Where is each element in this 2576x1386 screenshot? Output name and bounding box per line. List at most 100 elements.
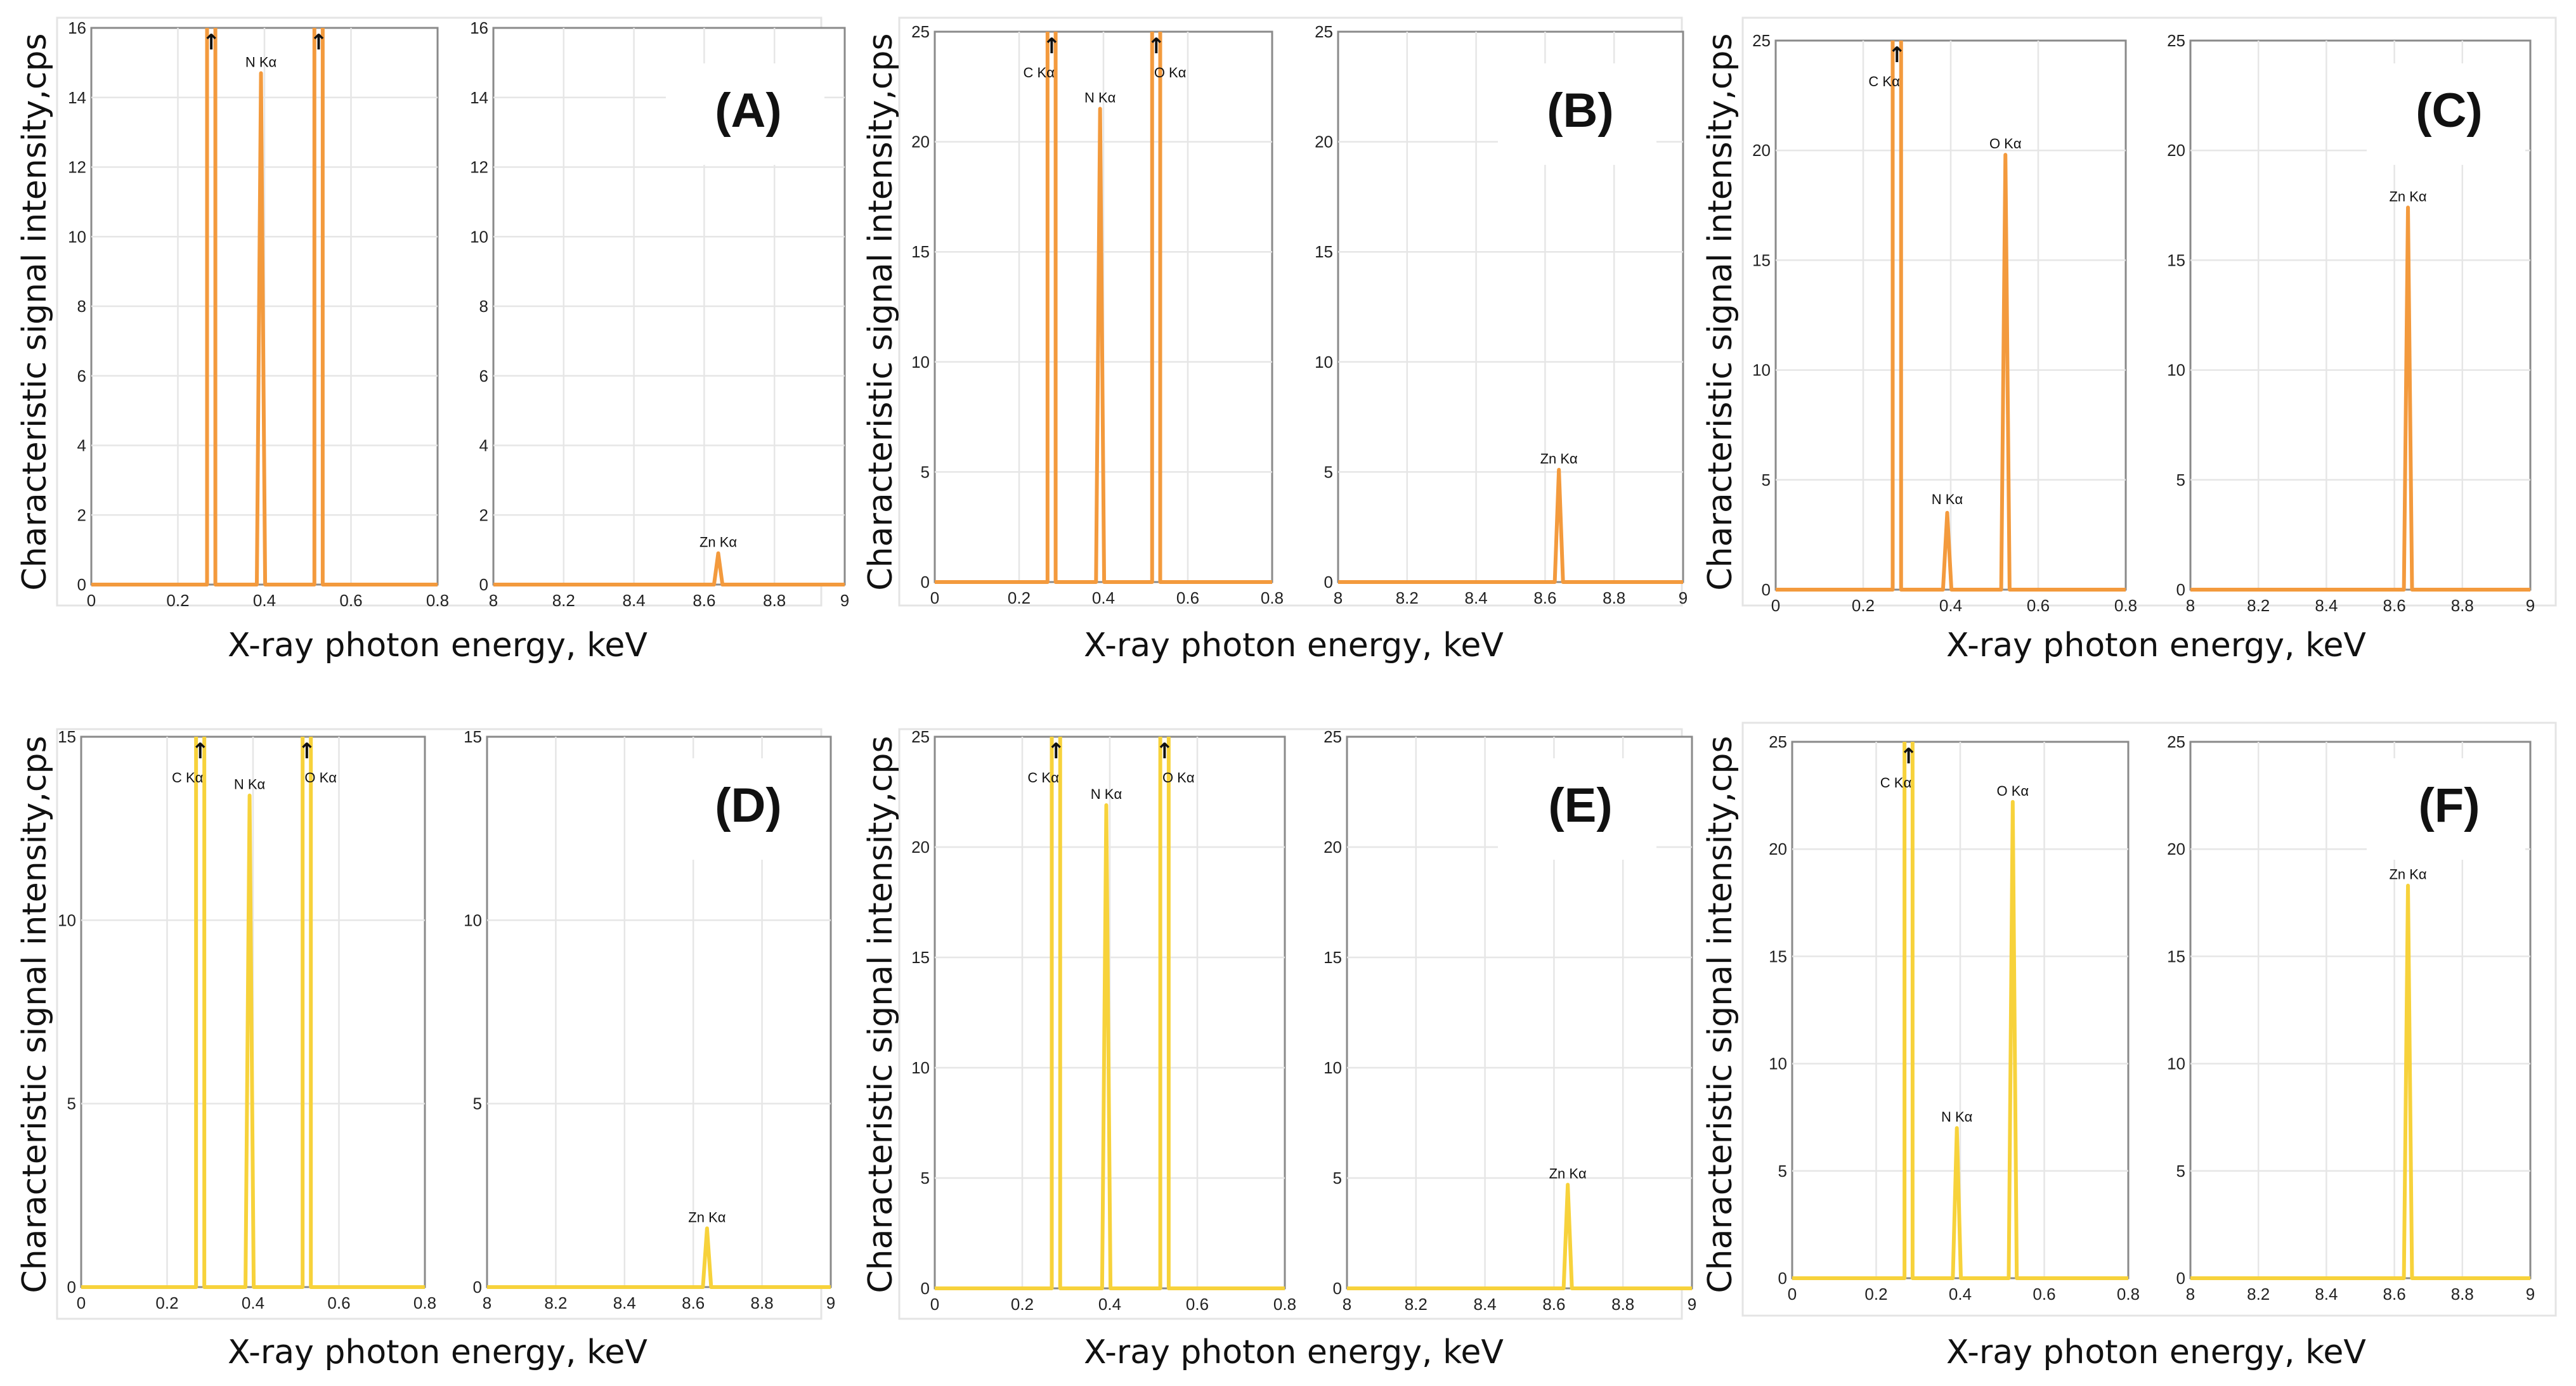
y-tick-label: 5 [473, 1094, 482, 1113]
y-tick-label: 10 [470, 227, 488, 246]
x-tick-label: 8.6 [1542, 1295, 1565, 1314]
y-tick-label: 5 [921, 1169, 930, 1188]
y-tick-label: 25 [2167, 732, 2185, 751]
x-tick-label: 8.6 [1533, 588, 1556, 607]
x-tick-label: 8.8 [1603, 588, 1625, 607]
spectrum-line [1792, 742, 2128, 1280]
peak-label: C Kα [1027, 770, 1059, 786]
panel-letter: (A) [715, 84, 782, 138]
x-tick-label: 8.8 [2451, 1285, 2474, 1304]
peak-label: O Kα [1162, 770, 1195, 786]
x-tick-label: 0.8 [2117, 1285, 2140, 1304]
y-tick-label: 10 [911, 353, 930, 372]
x-tick-label: 0.6 [327, 1293, 350, 1312]
y-tick-label: 0 [1333, 1279, 1342, 1298]
x-tick-label: 9 [1679, 588, 1688, 607]
peak-label: N Kα [245, 54, 277, 70]
y-tick-label: 15 [2167, 250, 2185, 269]
x-tick-label: 0 [1788, 1285, 1797, 1304]
off-scale-arrow-icon: ↑ [1155, 739, 1174, 764]
peak-label: Zn Kα [688, 1209, 725, 1225]
peak-label: C Kα [1880, 775, 1912, 791]
x-tick-label: 8.4 [2315, 596, 2338, 615]
x-tick-label: 0.8 [426, 591, 449, 610]
y-tick-label: 2 [77, 505, 86, 524]
x-tick-label: 8.2 [544, 1293, 567, 1312]
letter-backdrop [666, 758, 824, 860]
x-tick-label: 8.8 [763, 591, 786, 610]
x-tick-label: 0 [1771, 596, 1780, 615]
x-axis-label: X-ray photon energy, keV [1946, 626, 2366, 664]
letter-backdrop [666, 63, 824, 165]
y-axis-label: Characteristic signal intensity,cps [1701, 33, 1740, 590]
y-tick-label: 5 [921, 462, 930, 481]
y-tick-label: 5 [1333, 1169, 1342, 1188]
y-tick-label: 0 [921, 1279, 930, 1298]
y-axis-label: Characteristic signal intensity,cps [862, 33, 900, 590]
y-tick-label: 25 [911, 727, 930, 746]
x-tick-label: 0.4 [242, 1293, 264, 1312]
off-scale-arrow-icon: ↑ [309, 30, 328, 55]
x-tick-label: 0.4 [1949, 1285, 1972, 1304]
x-tick-label: 8.4 [2315, 1285, 2338, 1304]
x-tick-label: 0.4 [1098, 1295, 1121, 1314]
x-axis-label: X-ray photon energy, keV [1084, 1333, 1504, 1371]
x-tick-label: 8.6 [2383, 596, 2406, 615]
y-tick-label: 0 [77, 575, 86, 594]
peak-label: C Kα [1868, 74, 1900, 89]
off-scale-arrow-icon: ↑ [297, 739, 316, 764]
y-tick-label: 0 [1778, 1269, 1787, 1288]
x-tick-label: 0.2 [166, 591, 189, 610]
peak-label: N Kα [1941, 1109, 1973, 1125]
y-tick-label: 25 [1769, 732, 1787, 751]
y-tick-label: 8 [479, 297, 488, 316]
y-tick-label: 0 [473, 1278, 482, 1297]
off-scale-arrow-icon: ↑ [1899, 744, 1918, 769]
peak-label: O Kα [304, 770, 337, 786]
y-tick-label: 5 [1324, 462, 1333, 481]
x-tick-label: 8.2 [552, 591, 575, 610]
y-tick-label: 10 [1769, 1054, 1787, 1073]
panel-letter: (B) [1547, 84, 1614, 138]
y-tick-label: 10 [1315, 353, 1333, 372]
x-tick-label: 0 [87, 591, 96, 610]
letter-backdrop [1498, 758, 1656, 860]
y-axis-label: Characteristic signal intensity,cps [16, 735, 54, 1293]
off-scale-arrow-icon: ↑ [202, 30, 221, 55]
y-tick-label: 16 [68, 18, 86, 37]
y-tick-label: 0 [921, 573, 930, 592]
y-tick-label: 10 [911, 1058, 930, 1077]
y-tick-label: 25 [1315, 22, 1333, 41]
subplot-left: 0 0.2 0.4 0.6 0.8 0 5 10 15 20 25 ↑ C Kα N Kα O Kα [1769, 732, 2140, 1304]
off-scale-arrow-icon: ↑ [191, 739, 209, 764]
peak-label: C Kα [1024, 65, 1055, 81]
x-axis-label: X-ray photon energy, keV [228, 1333, 647, 1371]
x-tick-label: 8.2 [2247, 596, 2270, 615]
peak-label: Zn Kα [2389, 867, 2426, 883]
y-tick-label: 15 [1752, 250, 1771, 269]
x-tick-label: 0.6 [2033, 1285, 2055, 1304]
x-tick-label: 0.8 [1261, 588, 1284, 607]
x-tick-label: 0.6 [2027, 596, 2050, 615]
y-tick-label: 16 [470, 18, 488, 37]
y-tick-label: 10 [464, 910, 482, 929]
x-tick-label: 0.2 [1864, 1285, 1887, 1304]
y-tick-label: 25 [2167, 31, 2185, 50]
y-tick-label: 10 [1752, 361, 1771, 380]
x-tick-label: 8.4 [1465, 588, 1488, 607]
x-tick-label: 8 [1334, 588, 1343, 607]
x-tick-label: 9 [840, 591, 849, 610]
y-tick-label: 20 [911, 133, 930, 152]
subplot-right: 8 8.2 8.4 8.6 8.8 9 0 5 10 15 20 25 Zn Kα [2167, 31, 2535, 615]
y-tick-label: 15 [1324, 948, 1342, 967]
peak-label: N Kα [1091, 786, 1122, 802]
y-tick-label: 8 [77, 297, 86, 316]
y-tick-label: 0 [2176, 580, 2185, 599]
y-tick-label: 14 [470, 88, 488, 107]
x-tick-label: 8.2 [1405, 1295, 1428, 1314]
x-tick-label: 0.4 [1092, 588, 1115, 607]
y-tick-label: 10 [2167, 361, 2185, 380]
y-tick-label: 10 [2167, 1054, 2185, 1073]
panel-letter: (F) [2418, 779, 2480, 832]
